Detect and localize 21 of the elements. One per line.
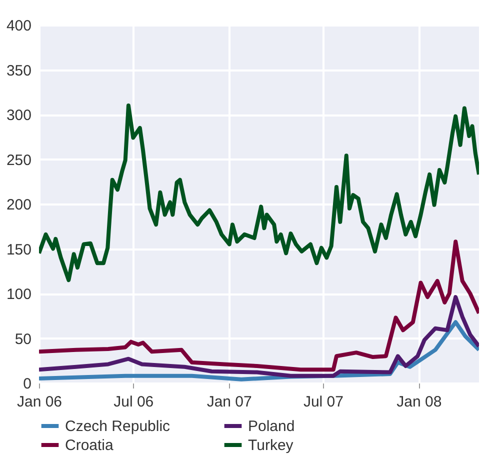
y-tick-label: 150 (6, 241, 32, 258)
x-tick-label: Jan 06 (16, 394, 62, 410)
x-tick-label: Jul 06 (114, 394, 154, 410)
line-series (39, 295, 479, 378)
line-series (39, 240, 479, 372)
legend-label: Poland (248, 418, 295, 435)
x-tick-label: Jan 07 (206, 394, 252, 410)
y-tick-label: 200 (6, 196, 32, 214)
y-tick-label: 0 (23, 376, 32, 392)
legend-label: Czech Republic (65, 418, 171, 435)
y-tick-label: 300 (6, 107, 32, 124)
y-tick-label: 100 (6, 286, 32, 303)
line-series (39, 104, 479, 282)
x-tick-label: Jul 07 (303, 394, 344, 410)
x-tick-label: Jan 08 (396, 394, 442, 410)
y-tick-label: 250 (6, 152, 32, 169)
y-tick-label: 50 (14, 330, 32, 348)
legend-label: Croatia (65, 437, 114, 454)
legend-label: Turkey (248, 437, 294, 454)
y-tick-label: 400 (6, 18, 32, 34)
y-tick-label: 350 (6, 62, 32, 80)
